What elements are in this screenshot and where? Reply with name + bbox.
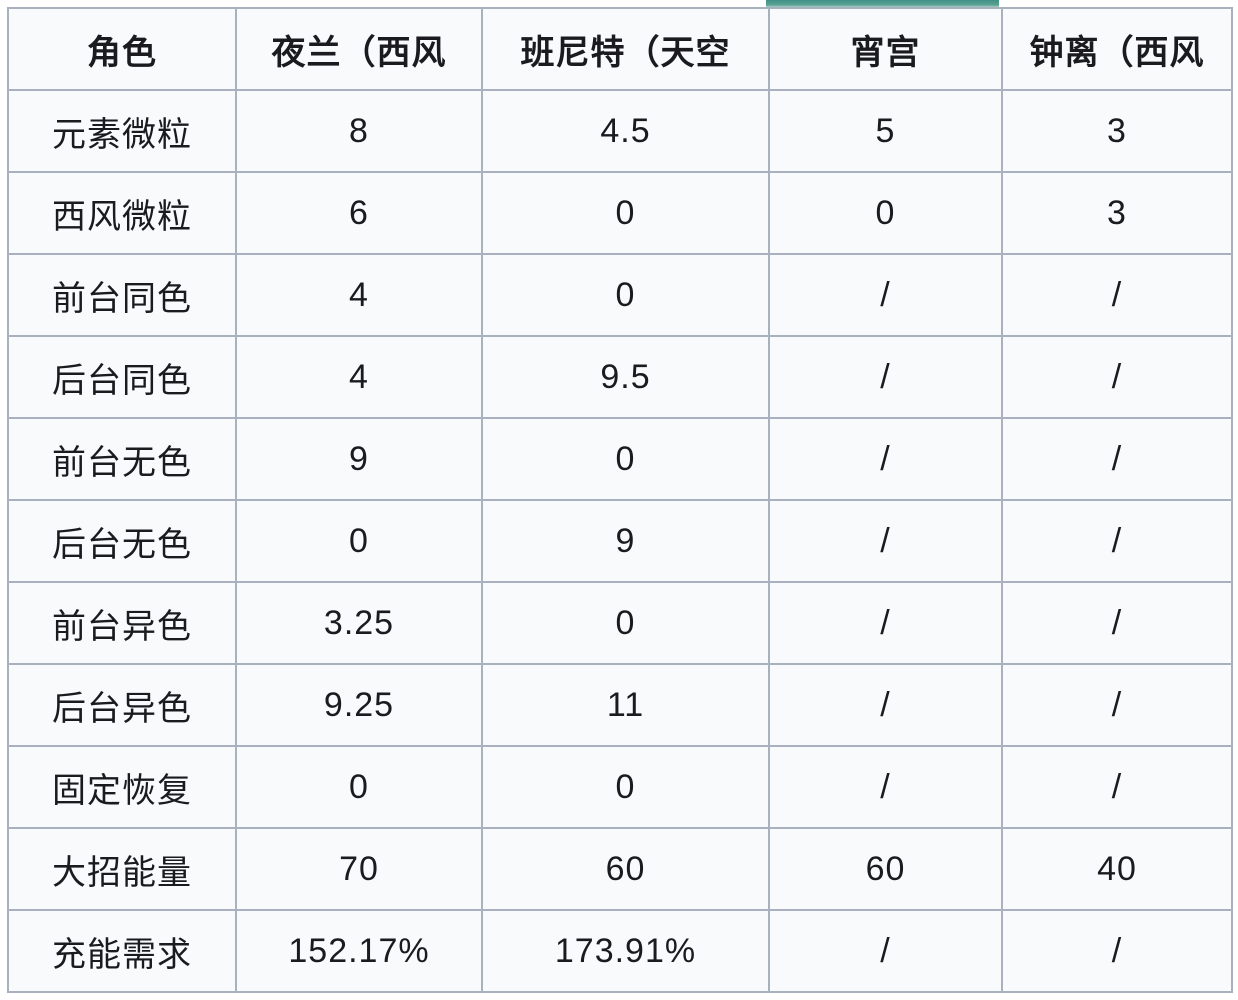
value-cell: 9 (235, 417, 483, 501)
row-label-cell: 前台同色 (7, 253, 237, 337)
value-cell: / (1001, 581, 1233, 665)
row-label-cell: 后台同色 (7, 335, 237, 419)
header-cell-yoimiya: 宵宫 (768, 7, 1003, 91)
header-cell-role: 角色 (7, 7, 237, 91)
value-cell: / (1001, 499, 1233, 583)
value-cell: 173.91% (481, 909, 770, 993)
value-cell: 60 (768, 827, 1003, 911)
table-row-onfield-colorless: 前台无色 9 0 / / (7, 417, 1233, 501)
value-cell: / (768, 499, 1003, 583)
table-row-onfield-same-element: 前台同色 4 0 / / (7, 253, 1233, 337)
value-cell: / (768, 909, 1003, 993)
row-label-cell: 后台异色 (7, 663, 237, 747)
value-cell: 0 (235, 745, 483, 829)
header-cell-bennett: 班尼特（天空 (481, 7, 770, 91)
value-cell: 4 (235, 253, 483, 337)
table-row-offfield-colorless: 后台无色 0 9 / / (7, 499, 1233, 583)
row-label-cell: 西风微粒 (7, 171, 237, 255)
value-cell: 3 (1001, 171, 1233, 255)
value-cell: / (1001, 417, 1233, 501)
table-row-er-requirement: 充能需求 152.17% 173.91% / / (7, 909, 1233, 993)
header-cell-zhongli: 钟离（西风 (1001, 7, 1233, 91)
value-cell: / (1001, 745, 1233, 829)
table-row-elemental-particles: 元素微粒 8 4.5 5 3 (7, 89, 1233, 173)
row-label-cell: 前台无色 (7, 417, 237, 501)
value-cell: 4 (235, 335, 483, 419)
value-cell: 4.5 (481, 89, 770, 173)
value-cell: 0 (235, 499, 483, 583)
value-cell: 6 (235, 171, 483, 255)
table-row-offfield-same-element: 后台同色 4 9.5 / / (7, 335, 1233, 419)
value-cell: / (768, 745, 1003, 829)
value-cell: 0 (481, 745, 770, 829)
value-cell: 9.25 (235, 663, 483, 747)
value-cell: / (768, 417, 1003, 501)
value-cell: / (1001, 663, 1233, 747)
value-cell: / (1001, 909, 1233, 993)
row-label-cell: 大招能量 (7, 827, 237, 911)
value-cell: 11 (481, 663, 770, 747)
table-row-offfield-other-element: 后台异色 9.25 11 / / (7, 663, 1233, 747)
table-row-flat-recovery: 固定恢复 0 0 / / (7, 745, 1233, 829)
value-cell: 60 (481, 827, 770, 911)
value-cell: 5 (768, 89, 1003, 173)
value-cell: 3.25 (235, 581, 483, 665)
table-row-favonius-particles: 西风微粒 6 0 0 3 (7, 171, 1233, 255)
value-cell: 0 (481, 171, 770, 255)
table-row-burst-energy: 大招能量 70 60 60 40 (7, 827, 1233, 911)
row-label-cell: 充能需求 (7, 909, 237, 993)
table-row-onfield-other-element: 前台异色 3.25 0 / / (7, 581, 1233, 665)
header-cell-yelan: 夜兰（西风 (235, 7, 483, 91)
value-cell: / (768, 253, 1003, 337)
row-label-cell: 固定恢复 (7, 745, 237, 829)
value-cell: / (768, 335, 1003, 419)
value-cell: 152.17% (235, 909, 483, 993)
value-cell: 70 (235, 827, 483, 911)
value-cell: 9.5 (481, 335, 770, 419)
energy-recharge-table: 角色 夜兰（西风 班尼特（天空 宵宫 钟离（西风 元素微粒 8 4.5 5 3 … (7, 7, 1233, 993)
value-cell: 0 (481, 581, 770, 665)
value-cell: 0 (768, 171, 1003, 255)
value-cell: 40 (1001, 827, 1233, 911)
value-cell: / (1001, 253, 1233, 337)
row-label-cell: 前台异色 (7, 581, 237, 665)
value-cell: 3 (1001, 89, 1233, 173)
value-cell: 0 (481, 417, 770, 501)
value-cell: 9 (481, 499, 770, 583)
row-label-cell: 元素微粒 (7, 89, 237, 173)
row-label-cell: 后台无色 (7, 499, 237, 583)
value-cell: / (1001, 335, 1233, 419)
value-cell: 0 (481, 253, 770, 337)
value-cell: / (768, 663, 1003, 747)
header-row: 角色 夜兰（西风 班尼特（天空 宵宫 钟离（西风 (7, 7, 1233, 91)
yoimiya-column-accent-bar (766, 0, 999, 9)
value-cell: / (768, 581, 1003, 665)
value-cell: 8 (235, 89, 483, 173)
